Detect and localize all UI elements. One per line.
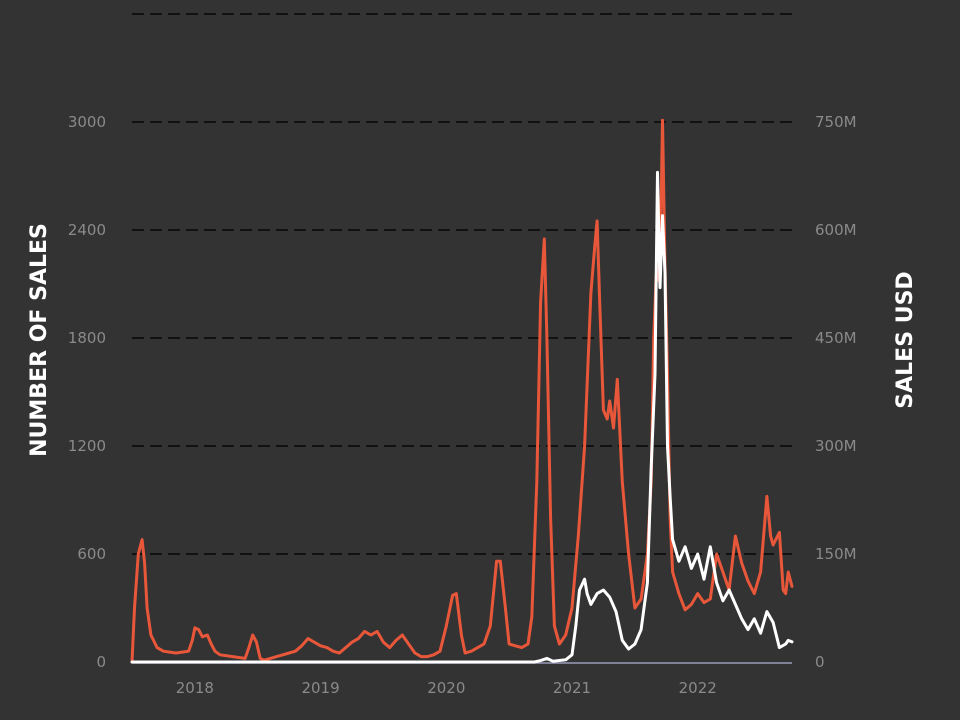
x-tick-label: 2018 — [176, 679, 214, 697]
left-tick-label: 0 — [96, 653, 106, 671]
left-axis-ticks: 0 600 1200 1800 2400 3000 — [68, 113, 106, 671]
left-tick-label: 600 — [77, 545, 106, 563]
right-axis-title: SALES USD — [893, 271, 918, 408]
right-tick-label: 150M — [815, 545, 857, 563]
right-tick-label: 300M — [815, 437, 857, 455]
left-axis-title: NUMBER OF SALES — [27, 223, 52, 457]
left-tick-label: 1200 — [68, 437, 106, 455]
x-tick-label: 2019 — [301, 679, 339, 697]
x-tick-label: 2021 — [553, 679, 591, 697]
right-tick-label: 750M — [815, 113, 857, 131]
series-lines — [130, 118, 794, 664]
right-axis-ticks: 0 150M 300M 450M 600M 750M — [815, 113, 857, 671]
number-of-sales-line — [130, 118, 794, 664]
right-tick-label: 600M — [815, 221, 857, 239]
left-tick-label: 2400 — [68, 221, 106, 239]
sales-usd-line — [130, 170, 794, 664]
x-tick-label: 2022 — [679, 679, 717, 697]
x-axis-ticks: 2018 2019 2020 2021 2022 — [176, 679, 717, 697]
right-tick-label: 0 — [815, 653, 825, 671]
left-tick-label: 3000 — [68, 113, 106, 131]
left-tick-label: 1800 — [68, 329, 106, 347]
right-tick-label: 450M — [815, 329, 857, 347]
x-tick-label: 2020 — [427, 679, 465, 697]
